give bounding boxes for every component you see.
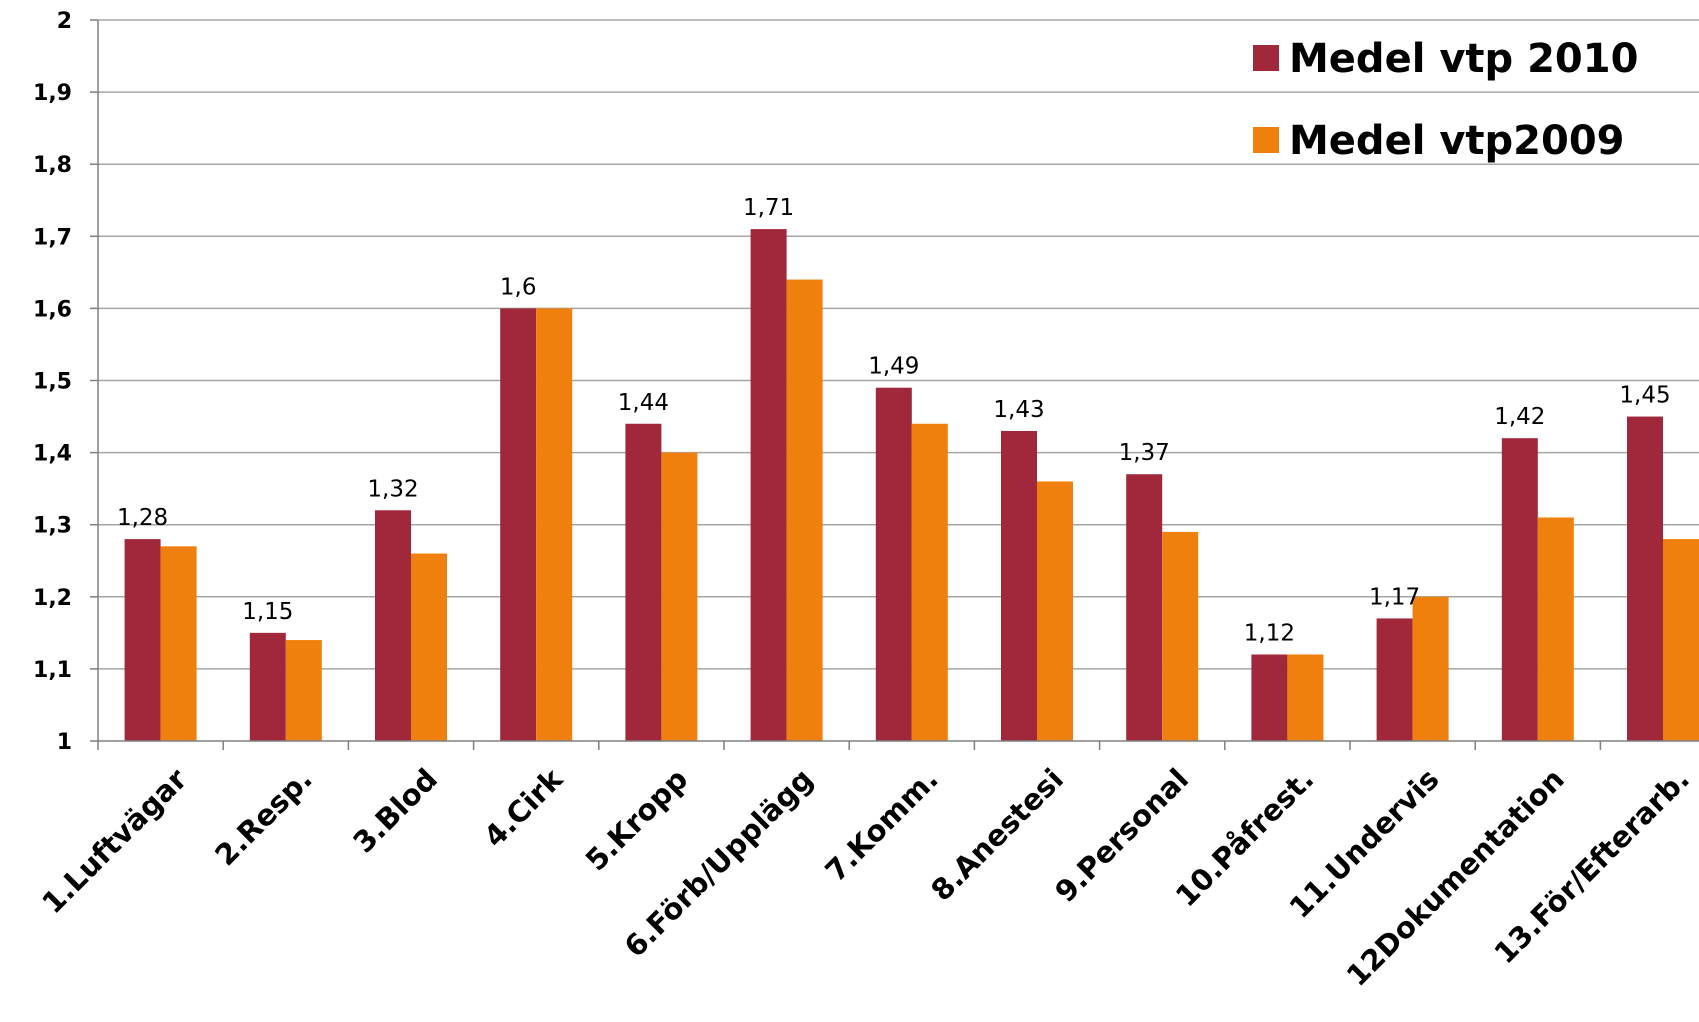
data-label: 1,37 bbox=[1119, 440, 1170, 466]
bar-2010 bbox=[625, 423, 662, 741]
bar-2010 bbox=[1126, 474, 1163, 741]
legend-label: Medel vtp 2010 bbox=[1289, 36, 1638, 82]
bars bbox=[124, 229, 1699, 741]
bar-2010 bbox=[375, 510, 411, 741]
data-label: 1,71 bbox=[743, 195, 794, 221]
data-label: 1,32 bbox=[367, 476, 418, 502]
data-label: 1,49 bbox=[868, 354, 919, 380]
bar-2010 bbox=[500, 308, 537, 741]
y-tick-label: 1,1 bbox=[33, 658, 72, 683]
y-tick-label: 1,2 bbox=[33, 586, 72, 611]
bar-2009 bbox=[1663, 539, 1699, 741]
bar-2010 bbox=[1376, 618, 1413, 741]
data-label: 1,28 bbox=[117, 505, 168, 531]
y-tick-label: 1,8 bbox=[33, 153, 72, 178]
bar-2009 bbox=[285, 640, 322, 741]
data-label: 1,17 bbox=[1369, 584, 1420, 610]
bar-2009 bbox=[411, 553, 447, 741]
gridlines bbox=[98, 19, 1699, 670]
y-tick-label: 1,3 bbox=[33, 514, 72, 539]
bar-2009 bbox=[786, 279, 823, 741]
bar-2010 bbox=[249, 632, 286, 741]
bar-2009 bbox=[160, 546, 197, 741]
bar-2009 bbox=[1162, 531, 1199, 741]
x-tick-label: 2.Resp. bbox=[208, 762, 318, 872]
y-tick-label: 1 bbox=[57, 730, 72, 755]
data-label: 1,45 bbox=[1619, 383, 1670, 409]
bar-2009 bbox=[1037, 481, 1073, 741]
data-labels: 1,28 1,15 1,32 1,6 1,44 1,71 1,49 1,43 1,37 1,12 1… bbox=[117, 195, 1671, 646]
bar-2010 bbox=[875, 387, 912, 741]
y-tick-label: 1,4 bbox=[33, 442, 72, 467]
y-tick-label: 2 bbox=[57, 9, 72, 34]
data-label: 1,43 bbox=[993, 397, 1044, 423]
x-tick-label: 1.Luftvägar bbox=[35, 761, 194, 920]
x-tick-label: 7.Komm. bbox=[818, 762, 944, 888]
bar-2010 bbox=[1627, 416, 1663, 741]
bar-2010 bbox=[1501, 438, 1538, 741]
data-label: 1,44 bbox=[618, 390, 669, 416]
data-label: 1,42 bbox=[1494, 404, 1545, 430]
legend-swatch bbox=[1253, 45, 1279, 71]
y-tick-label: 1,5 bbox=[33, 370, 72, 395]
data-label: 1,6 bbox=[500, 274, 537, 300]
y-tick-label: 1,9 bbox=[33, 81, 72, 106]
y-tick-label: 1,7 bbox=[33, 225, 72, 250]
bar-2009 bbox=[1537, 517, 1574, 741]
bar-2009 bbox=[911, 423, 948, 741]
bar-2009 bbox=[1412, 596, 1449, 741]
data-label: 1,15 bbox=[242, 599, 293, 625]
x-tick-label: 4.Cirk bbox=[477, 761, 569, 853]
y-tick-label: 1,6 bbox=[33, 297, 72, 322]
bar-2010 bbox=[750, 229, 787, 741]
bar-2010 bbox=[124, 539, 161, 741]
bar-2010 bbox=[1001, 430, 1037, 741]
legend-swatch bbox=[1253, 127, 1279, 153]
x-tick-label: 12Dokumentation bbox=[1340, 762, 1571, 993]
bar-2009 bbox=[661, 452, 698, 741]
legend-label: Medel vtp2009 bbox=[1289, 118, 1625, 164]
bar-2010 bbox=[1251, 654, 1288, 741]
x-tick-label: 5.Kropp bbox=[579, 762, 695, 878]
x-tick-label: 3.Blod bbox=[346, 762, 444, 860]
legend: Medel vtp 2010 Medel vtp2009 bbox=[1253, 36, 1638, 164]
bar-2009 bbox=[1287, 654, 1324, 741]
data-label: 1,12 bbox=[1244, 620, 1295, 646]
bar-2009 bbox=[536, 308, 573, 741]
